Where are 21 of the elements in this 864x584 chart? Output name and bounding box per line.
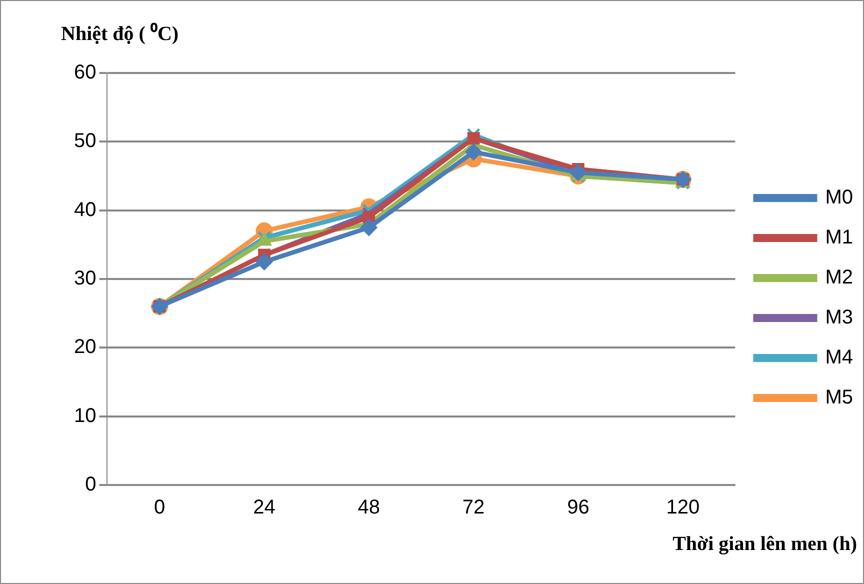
x-axis-title: Thời gian lên men (h) (672, 533, 857, 556)
x-tick-label: 96 (567, 496, 590, 519)
legend-label: M4 (825, 346, 854, 369)
x-tick-label: 120 (666, 496, 700, 519)
y-tick-label: 60 (74, 62, 96, 84)
y-tick-label: 40 (74, 198, 96, 221)
y-tick-label: 30 (74, 268, 96, 290)
y-axis-title: Nhiệt độ ( ⁰C) (61, 22, 179, 46)
y-tick-label: 50 (74, 130, 96, 152)
legend-label: M5 (825, 386, 854, 409)
y-tick-label: 0 (85, 474, 96, 496)
x-tick-label: 72 (462, 496, 485, 519)
x-tick-label: 0 (154, 496, 166, 519)
y-tick-label: 10 (74, 404, 96, 427)
legend-label: M3 (825, 306, 854, 329)
legend-label: M1 (825, 226, 854, 249)
legend-label: M0 (825, 186, 854, 209)
y-tick-label: 20 (74, 336, 96, 358)
x-tick-label: 24 (253, 496, 276, 519)
legend-label: M2 (825, 266, 854, 289)
x-tick-label: 48 (358, 496, 380, 519)
